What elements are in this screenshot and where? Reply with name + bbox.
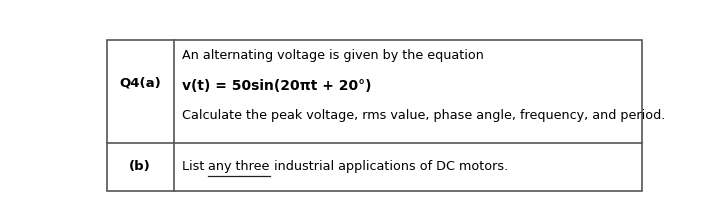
Text: v(t) = 50sin(20πt + 20°): v(t) = 50sin(20πt + 20°) (182, 79, 372, 93)
Text: List: List (182, 160, 209, 173)
Text: industrial applications of DC motors.: industrial applications of DC motors. (270, 160, 508, 173)
Text: An alternating voltage is given by the equation: An alternating voltage is given by the e… (182, 49, 484, 62)
Text: any three: any three (209, 160, 270, 173)
Text: (b): (b) (130, 160, 151, 173)
Text: Q4(a): Q4(a) (120, 76, 161, 89)
Text: Calculate the peak voltage, rms value, phase angle, frequency, and period.: Calculate the peak voltage, rms value, p… (182, 109, 665, 122)
Bar (107, 40, 642, 191)
